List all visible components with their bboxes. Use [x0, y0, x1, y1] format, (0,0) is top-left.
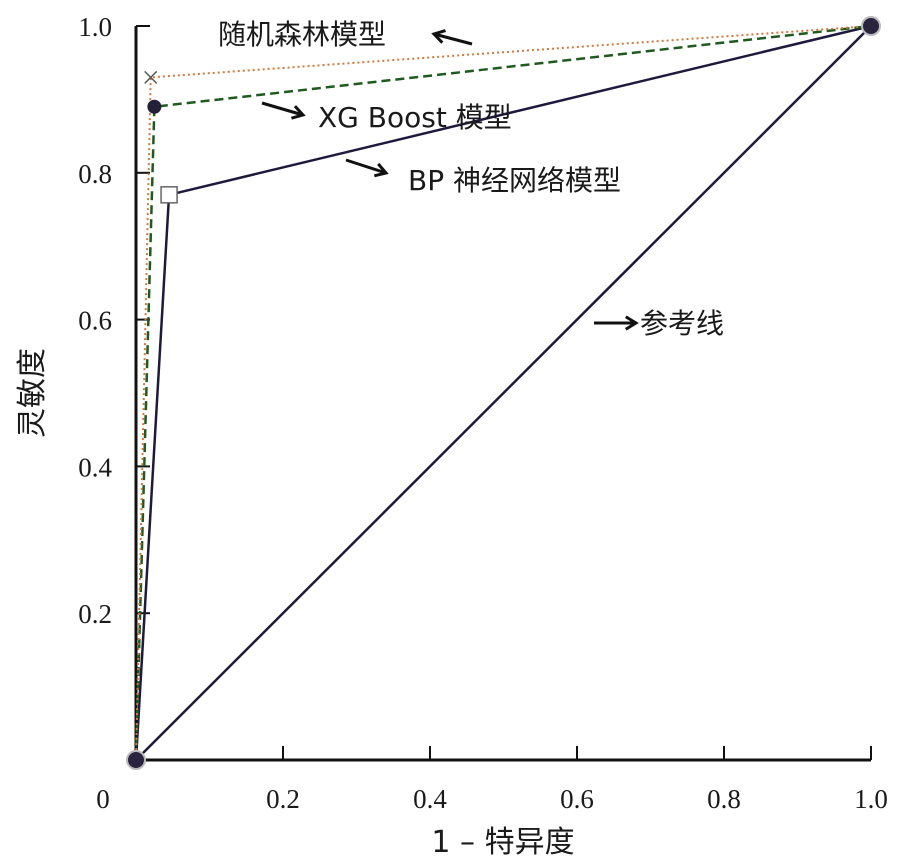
series-line-3	[135, 25, 872, 761]
y-tick-label: 0.4	[78, 452, 112, 482]
y-tick-label: 1.0	[78, 12, 112, 42]
axes	[134, 26, 871, 762]
annotation-label-3: 参考线	[640, 307, 724, 340]
annotation-arrowhead-2	[373, 162, 389, 178]
y-axis-title: 灵敏度	[15, 348, 50, 438]
y-tick-label: 0.2	[78, 599, 112, 629]
marker-layer	[126, 16, 881, 770]
annotation-arrowhead-1	[291, 105, 306, 120]
x-tick-label: 1.0	[854, 784, 888, 814]
x-axis-title: 1 – 特异度	[431, 825, 574, 860]
series-line-1	[134, 24, 872, 761]
x-tick-label: 0.2	[266, 784, 300, 814]
x-tick-label: 0.8	[707, 784, 741, 814]
annotation-label-1: XG Boost 模型	[318, 101, 512, 134]
annotation-label-2: BP 神经网络模型	[408, 164, 621, 197]
x-tick-label: 0.6	[560, 784, 594, 814]
y-tick-label: 0.8	[78, 159, 112, 189]
marker-circle-1	[147, 99, 162, 114]
annotation-arrowhead-0	[431, 29, 446, 44]
series-layer	[134, 24, 872, 761]
ticks: 0 0.2 0.4 0.6 0.8 1.0 0.2 0.4 0.6 0.8 1.0	[78, 12, 888, 814]
origin-point	[126, 750, 146, 770]
x-tick-label: 0	[96, 784, 110, 814]
annotation-arrow-1	[261, 101, 304, 117]
endpoint-point	[861, 16, 881, 36]
annotation-arrow-2	[345, 158, 387, 175]
marker-square-2	[160, 186, 178, 204]
y-tick-label: 0.6	[78, 306, 112, 336]
x-tick-label: 0.4	[413, 784, 447, 814]
annotation-arrowhead-3	[624, 315, 639, 331]
marker-x-0	[144, 70, 158, 84]
annotation-label-0: 随机森林模型	[218, 18, 386, 51]
annotation-arrow-0	[433, 32, 473, 46]
